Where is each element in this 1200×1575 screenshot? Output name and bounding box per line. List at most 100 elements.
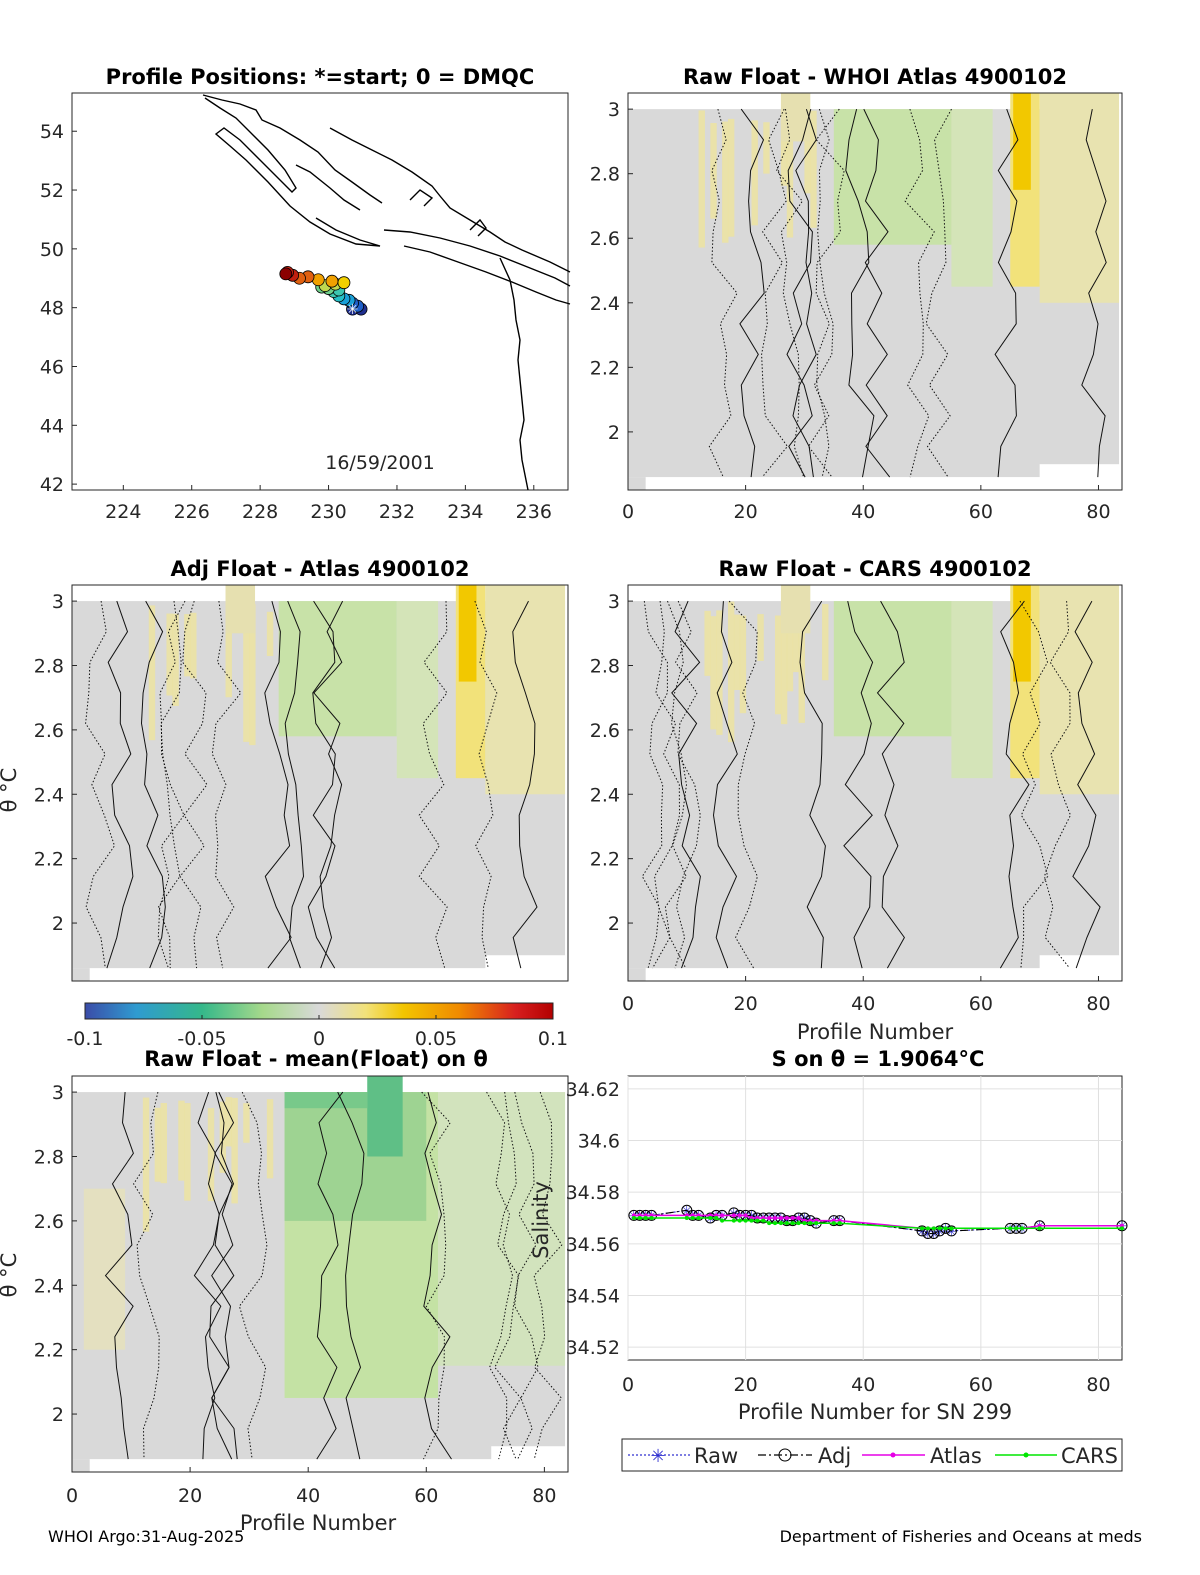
series-cars-point: [837, 1221, 842, 1226]
footer-left: WHOI Argo:31-Aug-2025: [48, 1527, 244, 1546]
map-ytick-label: 52: [40, 180, 64, 202]
series-adj-point: [728, 1207, 740, 1219]
series-adj-point: [781, 1215, 793, 1227]
contour-line: [799, 600, 826, 969]
series-raw-point: ✳: [922, 1227, 933, 1242]
heatmap-axes: [71, 1075, 569, 1473]
footer-right: Department of Fisheries and Oceans at me…: [780, 1527, 1142, 1546]
heatmap-ytick-label: 2.2: [34, 849, 64, 871]
contour-line: [533, 1091, 563, 1460]
heatmap-cell: [698, 110, 705, 248]
heatmap-cell: [148, 605, 156, 741]
series-cars-point: [749, 1218, 754, 1223]
heatmap-gap: [1039, 955, 1122, 981]
colorbar-ticks: -0.1 -0.05 0 0.05 0.1: [66, 1015, 568, 1050]
salinity-ytick-label: 34.54: [566, 1285, 620, 1307]
heatmap-cell: [396, 601, 439, 779]
contour-line: [209, 1091, 235, 1460]
contour-line: [761, 108, 789, 478]
heatmap-cell: [154, 1107, 162, 1182]
salinity-ytick-label: 34.52: [566, 1337, 620, 1359]
heatmap-cell: [822, 603, 829, 681]
heatmap-xtick-label: 40: [851, 993, 875, 1015]
heatmap-cell: [458, 585, 477, 682]
series-adj-point: [916, 1225, 928, 1237]
heatmap-ytick-label: 2.6: [34, 720, 64, 742]
series-cars-point: [796, 1221, 801, 1226]
heatmap-adj-atlas-ylabel: θ °C: [0, 768, 21, 813]
heatmap-cell: [763, 122, 770, 174]
map-ytick-label: 54: [40, 121, 64, 143]
colorbar-tick-label: -0.1: [66, 1028, 103, 1050]
legend-adj-label: Adj: [818, 1444, 851, 1468]
heatmap-xtick-label: 20: [734, 993, 758, 1015]
series-cars-point: [931, 1226, 936, 1231]
heatmap-xtick-label: 0: [66, 1485, 78, 1507]
series-adj-point: [934, 1225, 946, 1237]
heatmap-xtick-label: 80: [1086, 501, 1110, 523]
heatmap-axes: [627, 584, 1123, 982]
heatmap-contours: [641, 600, 1101, 969]
heatmap-mean-float: Raw Float - mean(Float) on θ θ °C Profil…: [0, 1047, 569, 1535]
legend-atlas-marker: [890, 1452, 896, 1458]
heatmap-cell: [172, 613, 179, 706]
series-cars-point: [767, 1221, 772, 1226]
contour-line: [786, 108, 813, 478]
heatmap-ytick-label: 2.6: [590, 720, 620, 742]
heatmap-cell: [225, 606, 232, 698]
series-raw-point: ✳: [681, 1204, 692, 1219]
heatmap-cell: [951, 109, 993, 287]
series-cars-point: [643, 1216, 648, 1220]
heatmap-cell: [786, 616, 794, 692]
heatmap-base-low: [72, 1459, 90, 1472]
heatmap-axes: [627, 92, 1123, 491]
heatmap-contours: [104, 1091, 563, 1460]
heatmap-cell: [225, 1097, 232, 1147]
series-atlas-point: [778, 1216, 783, 1220]
contour-line: [423, 1091, 452, 1460]
heatmap-cell: [727, 118, 735, 237]
contour-line: [712, 601, 738, 969]
heatmap-cells: [72, 585, 568, 981]
heatmap-cell: [184, 1103, 191, 1201]
contour-line: [104, 1092, 134, 1460]
heatmap-xtick-label: 60: [414, 1485, 438, 1507]
heatmap-gap: [485, 955, 568, 981]
contour-line: [514, 1091, 539, 1460]
heatmap-ytick-label: 3: [52, 1082, 64, 1104]
salinity-grid: [627, 1076, 1122, 1360]
heatmap-cell: [951, 601, 993, 779]
map-ytick-label: 42: [40, 474, 64, 496]
heatmap-cell: [485, 585, 566, 795]
heatmap-xtick-label: 20: [734, 501, 758, 523]
map-xtick-label: 228: [242, 501, 278, 523]
heatmap-cell: [1013, 93, 1031, 190]
contour-line: [815, 108, 845, 478]
contour-line: [994, 108, 1019, 478]
map-xtick-label: 232: [379, 501, 415, 523]
contour-line: [807, 108, 834, 478]
contour-line: [1081, 109, 1107, 478]
contour-line: [652, 601, 681, 969]
contour-line: [211, 601, 242, 969]
series-cars-point: [790, 1221, 795, 1226]
heatmap-cell: [798, 604, 805, 723]
series-cars-point: [690, 1216, 695, 1220]
heatmap-xtick-label: 0: [622, 501, 634, 523]
salinity-xtick-label: 60: [969, 1374, 993, 1396]
heatmap-base-low: [628, 968, 646, 981]
heatmap-cars-title: Raw Float - CARS 4900102: [718, 557, 1031, 581]
salinity-title: S on θ = 1.9064°C: [772, 1047, 985, 1071]
contour-line: [843, 600, 874, 969]
heatmap-cars: Raw Float - CARS 4900102 Profile Number …: [590, 557, 1123, 1044]
heatmap-ytick-label: 2.4: [34, 784, 64, 806]
heatmap-ytick-label: 2.2: [34, 1340, 64, 1362]
series-raw-point: ✳: [934, 1225, 945, 1240]
heatmap-cell: [804, 119, 811, 194]
series-atlas-point: [731, 1213, 736, 1218]
legend-atlas-label: Atlas: [930, 1444, 982, 1468]
series-cars-point: [696, 1216, 701, 1220]
heatmap-contours: [85, 600, 538, 969]
contour-line: [739, 108, 765, 478]
map-ytick-label: 48: [40, 298, 64, 320]
